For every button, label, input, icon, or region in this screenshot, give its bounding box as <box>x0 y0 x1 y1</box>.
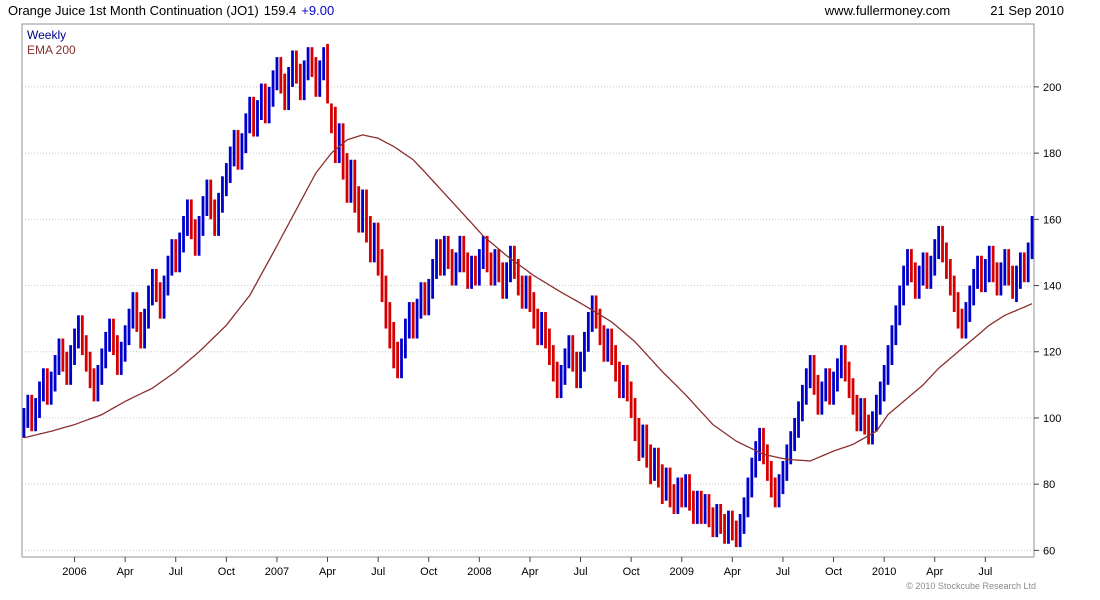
svg-text:Apr: Apr <box>926 566 943 578</box>
svg-text:2006: 2006 <box>62 566 86 578</box>
chart-legend: Weekly EMA 200 <box>27 28 76 58</box>
svg-text:120: 120 <box>1043 347 1061 359</box>
header-right: www.fullermoney.com 21 Sep 2010 <box>825 3 1100 18</box>
legend-weekly-label: Weekly <box>27 28 67 42</box>
svg-text:2007: 2007 <box>265 566 289 578</box>
chart-header: Orange Juice 1st Month Continuation (JO1… <box>0 3 1100 18</box>
plot-border <box>21 23 1035 558</box>
page-title: Orange Juice 1st Month Continuation (JO1… <box>8 3 259 18</box>
svg-text:2010: 2010 <box>872 566 896 578</box>
svg-text:80: 80 <box>1043 479 1055 491</box>
legend-ema-label: EMA 200 <box>27 43 76 57</box>
svg-text:Jul: Jul <box>776 566 790 578</box>
svg-text:2008: 2008 <box>467 566 491 578</box>
ema-line <box>23 134 1033 462</box>
svg-text:Oct: Oct <box>218 566 235 578</box>
svg-text:Apr: Apr <box>724 566 741 578</box>
svg-text:160: 160 <box>1043 214 1061 226</box>
svg-text:60: 60 <box>1043 545 1055 557</box>
price-change: +9.00 <box>301 3 335 18</box>
svg-text:Apr: Apr <box>117 566 134 578</box>
date-label: 21 Sep 2010 <box>990 3 1064 18</box>
svg-text:Jul: Jul <box>169 566 183 578</box>
svg-text:Jul: Jul <box>574 566 588 578</box>
svg-text:2009: 2009 <box>670 566 694 578</box>
website-label: www.fullermoney.com <box>824 3 951 18</box>
chart-title-block: Orange Juice 1st Month Continuation (JO1… <box>0 3 334 18</box>
weekly-price-bars <box>22 43 1034 548</box>
svg-text:Oct: Oct <box>623 566 640 578</box>
copyright-notice: © 2010 Stockcube Research Ltd <box>906 581 1036 591</box>
svg-text:100: 100 <box>1043 413 1061 425</box>
svg-text:Oct: Oct <box>825 566 842 578</box>
svg-text:Apr: Apr <box>521 566 538 578</box>
svg-text:Apr: Apr <box>319 566 336 578</box>
svg-text:200: 200 <box>1043 82 1061 94</box>
svg-text:Jul: Jul <box>371 566 385 578</box>
svg-text:180: 180 <box>1043 148 1061 160</box>
svg-text:140: 140 <box>1043 281 1061 293</box>
x-axis-labels: 2006 Apr Jul Oct 2007 Apr Jul Oct 2008 Apr Jul Oct 2… <box>62 557 992 578</box>
gridlines <box>22 86 1034 551</box>
svg-text:Jul: Jul <box>978 566 992 578</box>
svg-text:Oct: Oct <box>420 566 437 578</box>
last-price: 159.4 <box>263 3 297 18</box>
y-axis-labels: 60 80 100 120 140 160 180 200 <box>1034 82 1061 557</box>
